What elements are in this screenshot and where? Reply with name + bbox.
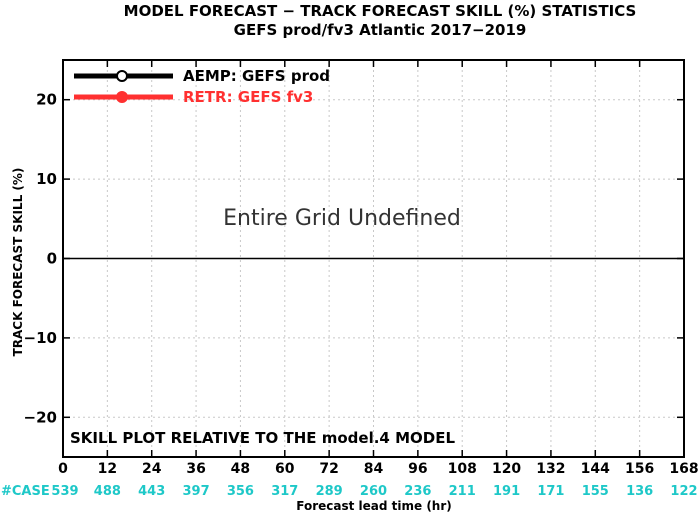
case-count: 397 (183, 484, 210, 499)
case-count: 317 (271, 484, 298, 499)
reference-model-note: SKILL PLOT RELATIVE TO THE model.4 MODEL (70, 429, 455, 447)
y-axis: 20 10 0 −10 −20 (24, 91, 684, 426)
y-tick-label: 0 (47, 250, 57, 268)
legend-label-aemp: AEMP: GEFS prod (183, 67, 330, 85)
case-count: 211 (449, 484, 476, 499)
x-tick-label: 84 (364, 461, 384, 477)
case-count: 236 (404, 484, 431, 499)
grid-lines (63, 60, 684, 457)
y-tick-label: 20 (36, 91, 57, 109)
x-tick-label: 120 (492, 461, 521, 477)
chart-title: MODEL FORECAST − TRACK FORECAST SKILL (%… (124, 2, 637, 20)
legend-marker-aemp (116, 70, 128, 82)
x-tick-label: 36 (186, 461, 205, 477)
legend-marker-retr (116, 91, 128, 103)
case-count: 171 (537, 484, 564, 499)
undefined-grid-note: Entire Grid Undefined (223, 206, 461, 231)
case-count: 191 (493, 484, 520, 499)
x-tick-label: 96 (408, 461, 427, 477)
legend-item-retr: RETR: GEFS fv3 (74, 88, 313, 106)
y-tick-label: −20 (24, 408, 57, 426)
x-tick-label: 132 (536, 461, 565, 477)
case-count: 539 (51, 484, 78, 499)
x-tick-label: 168 (669, 461, 698, 477)
case-count: 155 (582, 484, 609, 499)
case-counts: 539 488 443 397 356 317 289 260 236 211 191 171 155 1… (51, 484, 697, 499)
case-count: 260 (360, 484, 387, 499)
case-label: #CASE (1, 484, 50, 499)
case-count: 122 (670, 484, 697, 499)
x-axis-label: Forecast lead time (hr) (296, 499, 452, 513)
y-tick-label: −10 (24, 329, 57, 347)
x-tick-label: 72 (319, 461, 338, 477)
legend: AEMP: GEFS prod RETR: GEFS fv3 (74, 67, 330, 106)
legend-item-aemp: AEMP: GEFS prod (74, 67, 330, 85)
x-axis: 0 12 24 36 48 60 72 84 96 108 120 132 144 156 168 (58, 60, 699, 477)
x-tick-label: 60 (275, 461, 295, 477)
case-count: 443 (138, 484, 165, 499)
x-tick-label: 24 (142, 461, 162, 477)
legend-label-retr: RETR: GEFS fv3 (183, 88, 313, 106)
case-count: 488 (94, 484, 121, 499)
chart-subtitle: GEFS prod/fv3 Atlantic 2017−2019 (234, 21, 527, 39)
case-count: 289 (316, 484, 343, 499)
x-tick-label: 156 (625, 461, 654, 477)
x-tick-label: 108 (448, 461, 477, 477)
y-tick-label: 10 (36, 170, 57, 188)
x-tick-label: 0 (58, 461, 68, 477)
case-count: 356 (227, 484, 254, 499)
x-tick-label: 144 (581, 461, 610, 477)
case-count: 136 (626, 484, 653, 499)
y-axis-label: TRACK FORECAST SKILL (%) (11, 168, 25, 357)
x-tick-label: 12 (98, 461, 117, 477)
x-tick-label: 48 (231, 461, 250, 477)
